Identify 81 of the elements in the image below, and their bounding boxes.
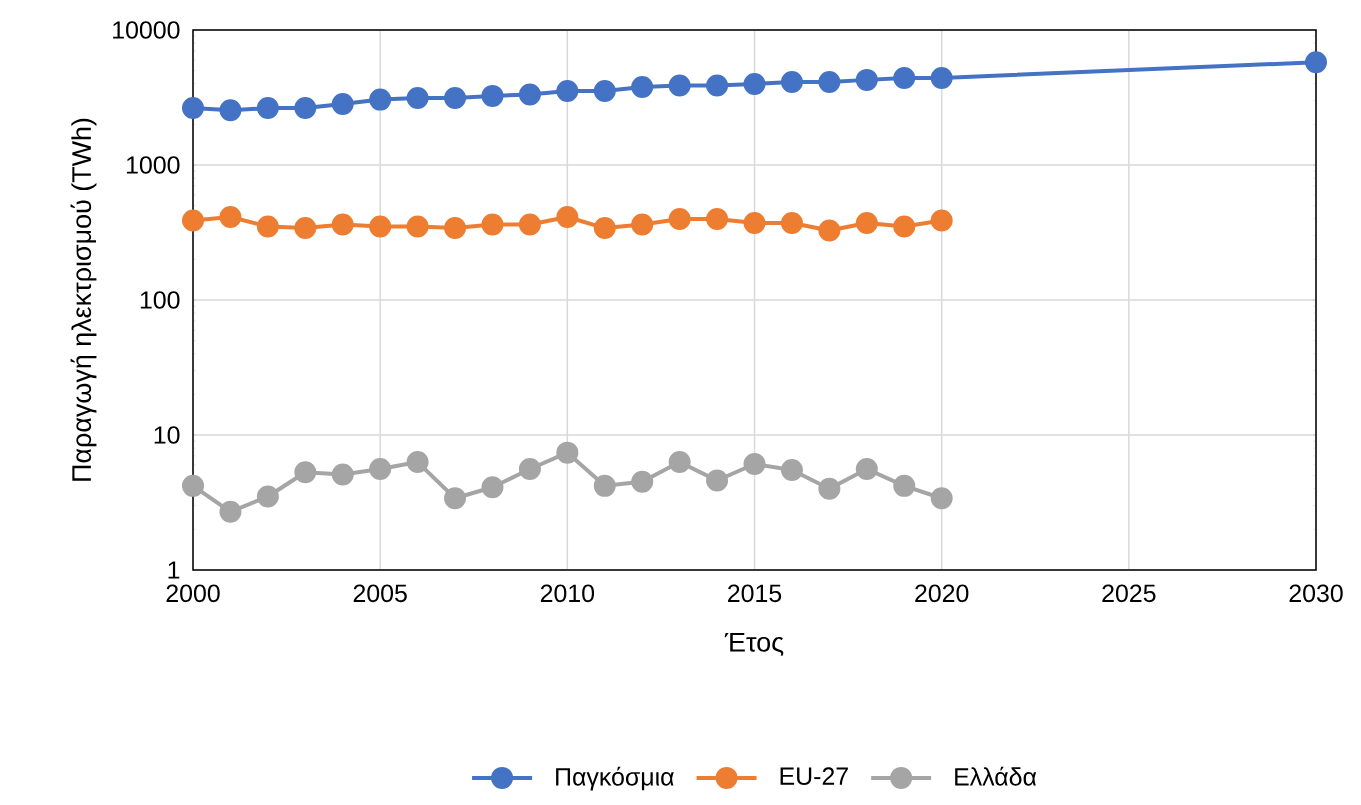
point [631,213,654,236]
point [855,211,878,234]
point [331,463,354,486]
point [444,487,467,510]
point [369,457,392,480]
point [893,474,916,497]
point [668,74,691,97]
point [481,84,504,107]
point [593,217,616,240]
legend-label: Παγκόσμια [556,766,674,791]
point [256,215,279,238]
legend-label: EU-27 [780,767,848,785]
point [556,80,579,103]
point [930,209,953,232]
point [631,470,654,493]
point [631,76,654,99]
point [743,211,766,234]
point [706,208,729,231]
point [518,213,541,236]
point [444,217,467,240]
x-tick-label: 2025 [1102,584,1156,603]
x-tick-label: 2005 [353,584,407,603]
point [743,452,766,475]
point [818,70,841,93]
point [818,219,841,242]
point [1305,51,1328,74]
x-tick-label: 2030 [1289,584,1343,603]
y-tick-label: 100 [140,291,180,309]
point [930,66,953,89]
point [556,441,579,464]
point [518,457,541,480]
point [331,213,354,236]
point [855,457,878,480]
point [481,476,504,499]
point [893,66,916,89]
point [219,205,242,228]
point [256,97,279,120]
y-tick-label: 1 [168,561,180,579]
point [706,469,729,492]
y-tick-label: 1000 [126,156,180,174]
point [743,73,766,96]
point [294,217,317,240]
y-tick-label: 10000 [113,21,180,39]
point [256,485,279,508]
point [182,209,204,232]
x-tick-label: 2000 [166,584,220,603]
point [780,459,803,482]
point [444,87,467,110]
point [182,97,204,120]
point [593,474,616,497]
legend-label: Ελλάδα [955,766,1037,786]
point [556,205,579,228]
point [593,80,616,103]
point [818,477,841,500]
point [706,74,729,97]
point [780,70,803,93]
point [780,211,803,234]
point [668,208,691,231]
point [182,474,204,497]
point [518,83,541,106]
y-axis-title: Παραγωγή ηλεκτρισμού (TWh) [70,118,97,481]
point [294,97,317,120]
point [219,500,242,523]
point [406,215,429,238]
x-tick-label: 2020 [915,584,969,603]
point [668,451,691,474]
point [893,215,916,238]
x-tick-label: 2015 [728,584,782,603]
y-tick-label: 10 [154,426,180,444]
x-tick-label: 2010 [540,584,595,603]
point [294,461,317,484]
point [369,215,392,238]
point [930,487,953,510]
point [855,68,878,91]
x-axis-title: Έτος [724,632,784,657]
point [481,213,504,236]
point [219,99,242,122]
point [406,451,429,474]
point [369,88,392,111]
point [331,92,354,115]
point [406,87,429,110]
